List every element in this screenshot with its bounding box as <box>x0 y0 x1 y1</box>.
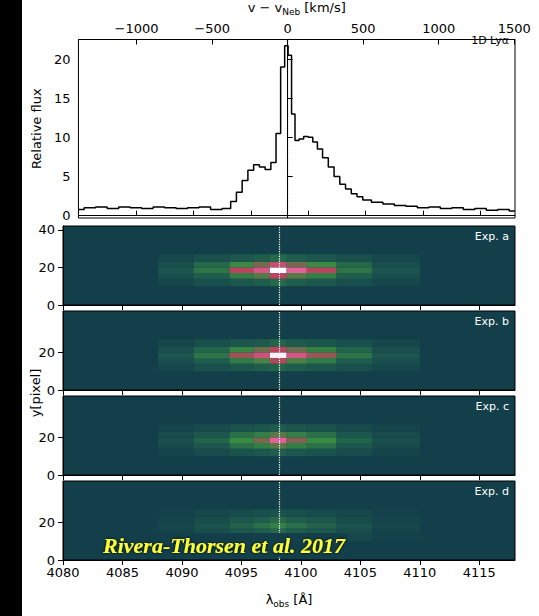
svg-text:obs: obs <box>273 599 289 609</box>
svg-text:500: 500 <box>351 21 376 36</box>
svg-text:−500: −500 <box>194 21 230 36</box>
svg-text:10: 10 <box>54 130 71 145</box>
svg-text:4080: 4080 <box>46 565 79 580</box>
svg-text:Exp. a: Exp. a <box>475 230 509 243</box>
svg-text:y[pixel]: y[pixel] <box>28 369 43 418</box>
svg-text:Exp. b: Exp. b <box>475 315 509 328</box>
svg-text:4085: 4085 <box>106 565 139 580</box>
svg-text:Relative flux: Relative flux <box>29 88 44 169</box>
svg-text:4105: 4105 <box>344 565 377 580</box>
svg-text:4095: 4095 <box>225 565 258 580</box>
svg-text:40: 40 <box>38 222 55 237</box>
svg-text:0: 0 <box>47 298 55 313</box>
svg-text:4110: 4110 <box>403 565 436 580</box>
svg-text:1000: 1000 <box>422 21 455 36</box>
svg-text:20: 20 <box>38 260 55 275</box>
svg-text:20: 20 <box>38 515 55 530</box>
svg-text:0: 0 <box>47 383 55 398</box>
svg-text:4090: 4090 <box>165 565 198 580</box>
svg-text:20: 20 <box>38 345 55 360</box>
svg-text:0: 0 <box>284 21 292 36</box>
svg-text:0: 0 <box>47 468 55 483</box>
svg-text:[Å]: [Å] <box>289 592 312 607</box>
svg-text:Neb: Neb <box>282 7 300 17</box>
svg-text:0: 0 <box>46 552 55 568</box>
svg-text:20: 20 <box>54 52 71 67</box>
svg-text:[km/s]: [km/s] <box>300 0 346 15</box>
svg-text:1500: 1500 <box>497 20 531 36</box>
svg-text:20: 20 <box>38 430 55 445</box>
svg-text:4115: 4115 <box>463 565 496 580</box>
svg-text:−1000: −1000 <box>115 21 159 36</box>
svg-text:1D Lyα: 1D Lyα <box>471 34 509 47</box>
svg-text:Rivera-Thorsen et al. 2017: Rivera-Thorsen et al. 2017 <box>102 533 346 558</box>
svg-text:v − v: v − v <box>248 0 283 15</box>
svg-text:Exp. d: Exp. d <box>475 485 509 498</box>
svg-text:5: 5 <box>62 169 70 184</box>
svg-text:15: 15 <box>54 91 71 106</box>
svg-text:λ: λ <box>265 591 274 607</box>
svg-text:0: 0 <box>62 208 70 223</box>
svg-text:Exp. c: Exp. c <box>476 400 509 413</box>
svg-text:4100: 4100 <box>284 565 317 580</box>
